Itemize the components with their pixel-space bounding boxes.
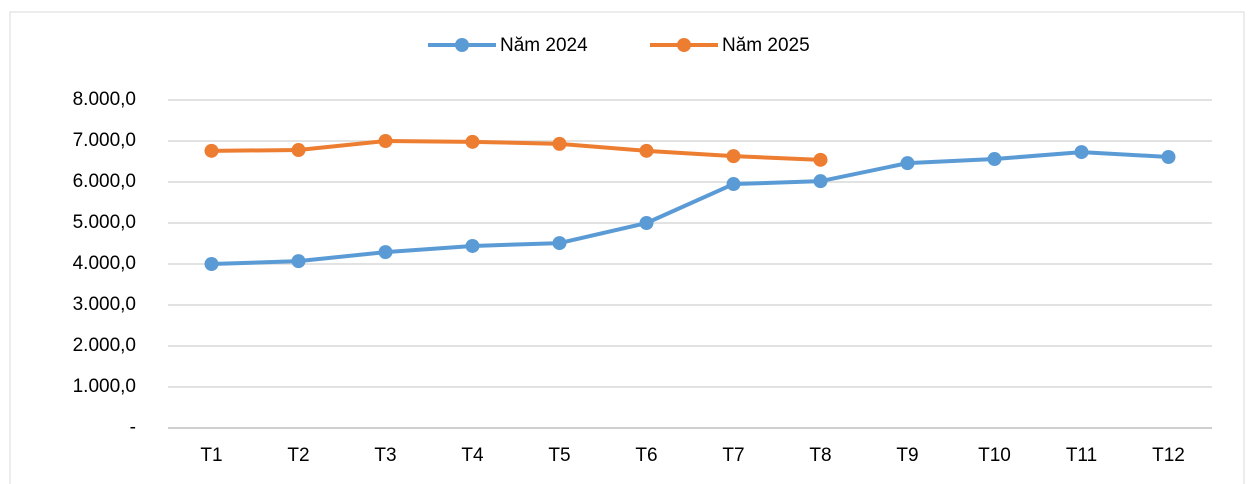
data-point <box>378 245 393 260</box>
y-tick-label: 2.000,0 <box>73 335 136 356</box>
data-point <box>378 134 393 148</box>
x-tick-label: T3 <box>374 445 396 466</box>
legend-label: Năm 2024 <box>500 35 588 56</box>
data-point <box>552 236 567 251</box>
data-point <box>726 149 741 164</box>
data-point <box>465 238 480 253</box>
data-point <box>813 152 828 167</box>
legend-label: Năm 2025 <box>722 35 810 56</box>
x-tick-label: T7 <box>722 445 744 466</box>
y-tick-label: 1.000,0 <box>73 376 136 397</box>
data-point <box>639 216 654 230</box>
x-tick-label: T8 <box>809 445 831 466</box>
chart-border <box>9 11 1245 484</box>
data-point <box>204 257 219 271</box>
data-point <box>1074 145 1089 160</box>
data-point <box>204 143 219 158</box>
y-tick-label: - <box>130 417 136 438</box>
x-tick-label: T10 <box>978 445 1011 466</box>
x-tick-label: T1 <box>200 445 222 466</box>
data-point <box>639 143 654 158</box>
x-tick-label: T4 <box>461 445 484 466</box>
y-tick-label: 7.000,0 <box>73 130 136 151</box>
y-tick-label: 5.000,0 <box>73 212 136 233</box>
series-line <box>211 150 1169 266</box>
data-point <box>291 254 306 269</box>
legend-marker <box>677 38 691 52</box>
x-tick-label: T9 <box>896 445 918 466</box>
data-point <box>465 134 480 149</box>
data-point <box>987 152 1002 167</box>
data-point <box>552 136 567 151</box>
y-tick-label: 3.000,0 <box>73 294 136 315</box>
y-tick-label: 4.000,0 <box>73 253 136 274</box>
data-point <box>726 177 741 192</box>
y-tick-label: 6.000,0 <box>73 171 136 192</box>
x-tick-label: T11 <box>1066 445 1097 466</box>
x-tick-label: T5 <box>548 445 570 466</box>
series-line <box>211 139 821 162</box>
data-point <box>900 156 915 171</box>
x-tick-label: T2 <box>287 445 309 466</box>
data-point <box>291 143 306 158</box>
x-tick-label: T12 <box>1152 445 1185 466</box>
legend-marker <box>455 38 469 52</box>
data-point <box>1161 149 1176 164</box>
x-tick-label: T6 <box>635 445 657 466</box>
y-tick-label: 8.000,0 <box>73 89 136 110</box>
data-point <box>813 174 828 189</box>
